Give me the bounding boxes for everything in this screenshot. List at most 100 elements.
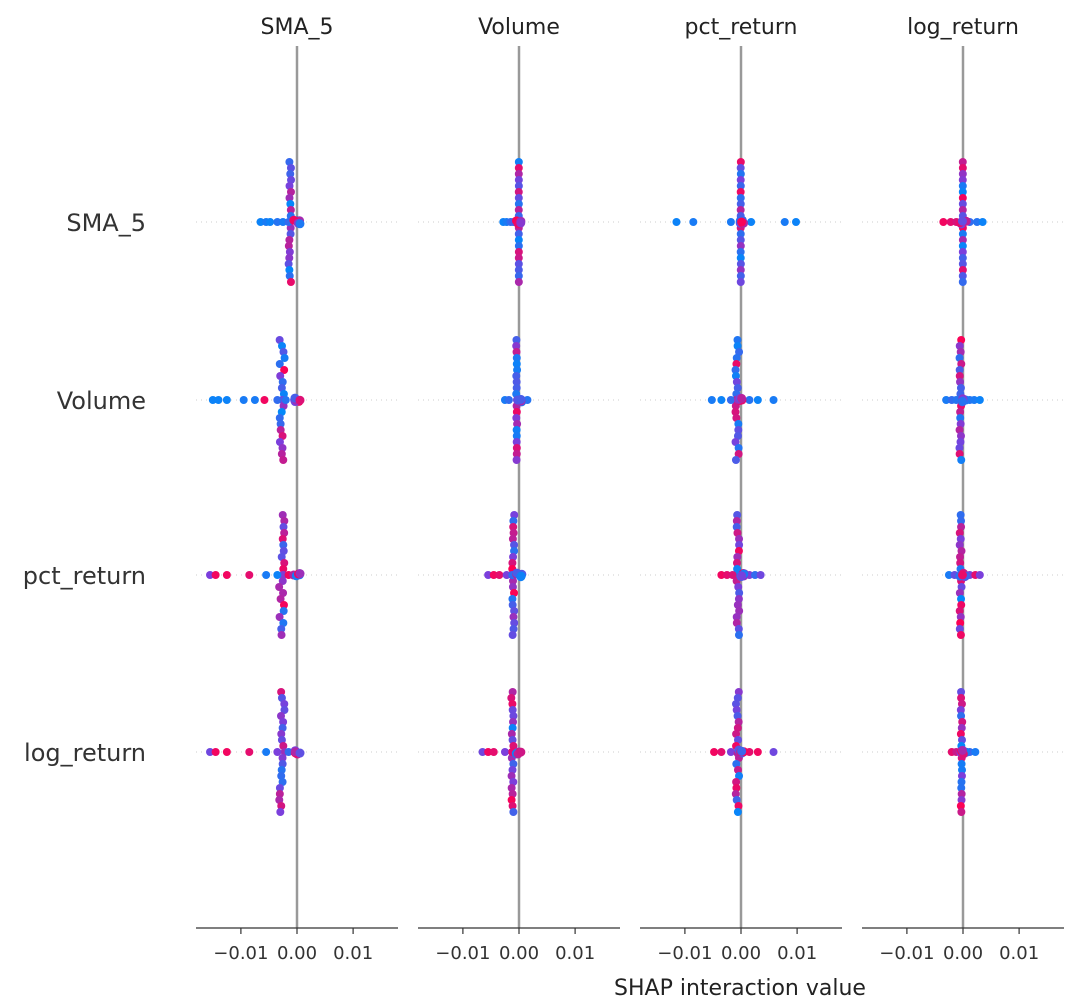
row-label-pct_return: pct_return [23,562,146,590]
data-point [769,396,778,404]
data-point [295,569,305,579]
x-tick-label: 0.01 [777,943,817,964]
data-point [955,444,964,452]
data-point [514,158,523,166]
data-point [957,778,966,786]
data-point [733,553,742,561]
data-point [732,613,741,621]
data-point [277,802,286,810]
data-point [946,218,955,226]
data-point [285,266,294,274]
data-point [279,742,288,750]
data-point [280,517,289,525]
data-point [736,242,745,250]
x-tick-label: 0.00 [277,943,317,964]
data-point [722,571,731,579]
data-point [507,730,516,738]
data-point [769,748,778,756]
data-point [514,182,523,190]
data-point [286,200,295,208]
data-point [512,432,521,440]
data-point [284,748,293,756]
data-point [276,808,285,816]
data-point [285,236,294,244]
data-point [262,571,271,579]
data-point [735,589,744,597]
data-point [732,796,741,804]
data-point [278,218,287,226]
data-point [277,342,286,350]
data-point [275,796,284,804]
data-point [245,748,254,756]
data-point [280,354,289,362]
data-point [958,200,967,208]
data-point [504,396,513,404]
row-label-sma_5: SMA_5 [66,209,146,237]
x-tick-label: 0.00 [499,943,539,964]
data-point [957,523,966,531]
data-point [732,760,741,768]
data-point [278,754,287,762]
data-point [958,206,967,214]
data-point [732,523,741,531]
data-point [278,511,287,519]
data-point [672,218,681,226]
data-point [277,450,286,458]
data-point [510,541,519,549]
data-point [277,730,286,738]
data-point [495,571,504,579]
data-point [279,718,288,726]
data-point [736,254,745,262]
data-point [957,772,966,780]
data-point [710,748,719,756]
data-point [279,601,288,609]
data-point [970,396,979,404]
data-point [732,619,741,627]
data-point [956,414,965,422]
data-point [276,372,285,380]
data-point [508,595,517,603]
data-point [717,571,726,579]
data-point [512,372,521,380]
column-title-volume: Volume [478,15,560,40]
data-point [508,802,517,810]
data-point [508,724,517,732]
data-point [726,748,735,756]
data-point [512,378,521,386]
data-point [512,444,521,452]
data-point [732,360,741,368]
data-point [736,206,745,214]
data-point [285,182,294,190]
data-point [279,523,288,531]
data-point [957,547,966,555]
data-point [512,354,521,362]
row-label-volume: Volume [57,387,146,415]
data-point [958,242,967,250]
data-points [206,158,987,816]
x-tick-label: −0.01 [657,943,712,964]
data-point [275,414,284,422]
data-point [707,396,716,404]
data-point [957,688,966,696]
data-point [734,420,743,428]
data-point [278,760,287,768]
data-point [956,432,965,440]
data-point [957,760,966,768]
data-point [736,194,745,202]
data-point [734,718,743,726]
data-point [955,354,964,362]
data-point [733,736,742,744]
data-point [484,571,493,579]
data-point [279,607,288,615]
data-point [512,426,521,434]
data-point [736,170,745,178]
x-tick-label: 0.01 [333,943,373,964]
data-point [956,438,965,446]
data-point [689,218,698,226]
data-point [508,631,517,639]
data-point [508,706,517,714]
data-point [206,571,215,579]
data-point [214,396,223,404]
data-point [957,595,966,603]
row-gridlines [196,221,1064,753]
